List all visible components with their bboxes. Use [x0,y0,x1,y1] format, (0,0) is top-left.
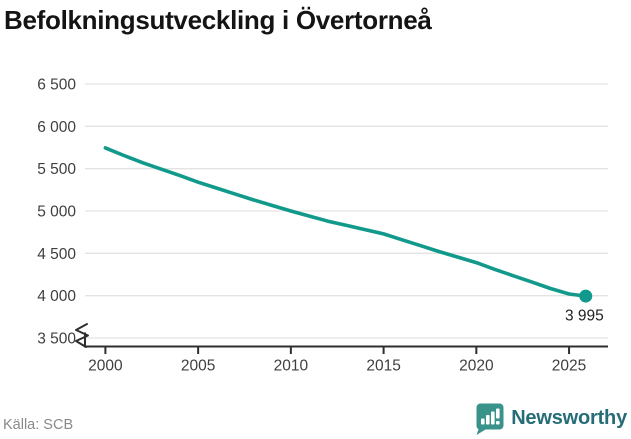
x-axis-tick-label: 2015 [366,358,400,375]
population-line [103,146,588,298]
newsworthy-logo[interactable]: Newsworthy [474,402,627,435]
x-axis-tick-label: 2025 [552,358,586,375]
population-line-chart: 6 500 6 000 5 500 5 000 4 500 4 000 3 500 2000 2… [37,77,608,375]
last-point-marker [579,289,593,303]
newsworthy-bubble-chart-icon [476,403,504,435]
axis-break-icon [75,323,89,348]
y-axis-tick-label: 6 500 [37,77,76,94]
x-axis-tick-label: 2010 [274,358,309,375]
x-axis-tick-label: 2005 [181,358,215,375]
y-axis-tick-label: 4 000 [37,288,76,305]
newsworthy-wordmark: Newsworthy [511,407,627,429]
last-value-label: 3 995 [565,308,604,325]
y-axis-tick-label: 3 500 [37,331,76,348]
x-axis-tick-label: 2000 [88,358,123,375]
y-axis-tick-label: 6 000 [37,119,76,136]
page-title: Befolkningsutveckling i Övertorneå [4,5,432,35]
x-axis-tick-label: 2020 [459,358,494,375]
y-axis-tick-label: 5 500 [37,161,76,178]
source-note: Källa: SCB [3,417,74,433]
y-axis-tick-label: 4 500 [37,246,76,263]
y-axis-tick-label: 5 000 [37,204,76,221]
